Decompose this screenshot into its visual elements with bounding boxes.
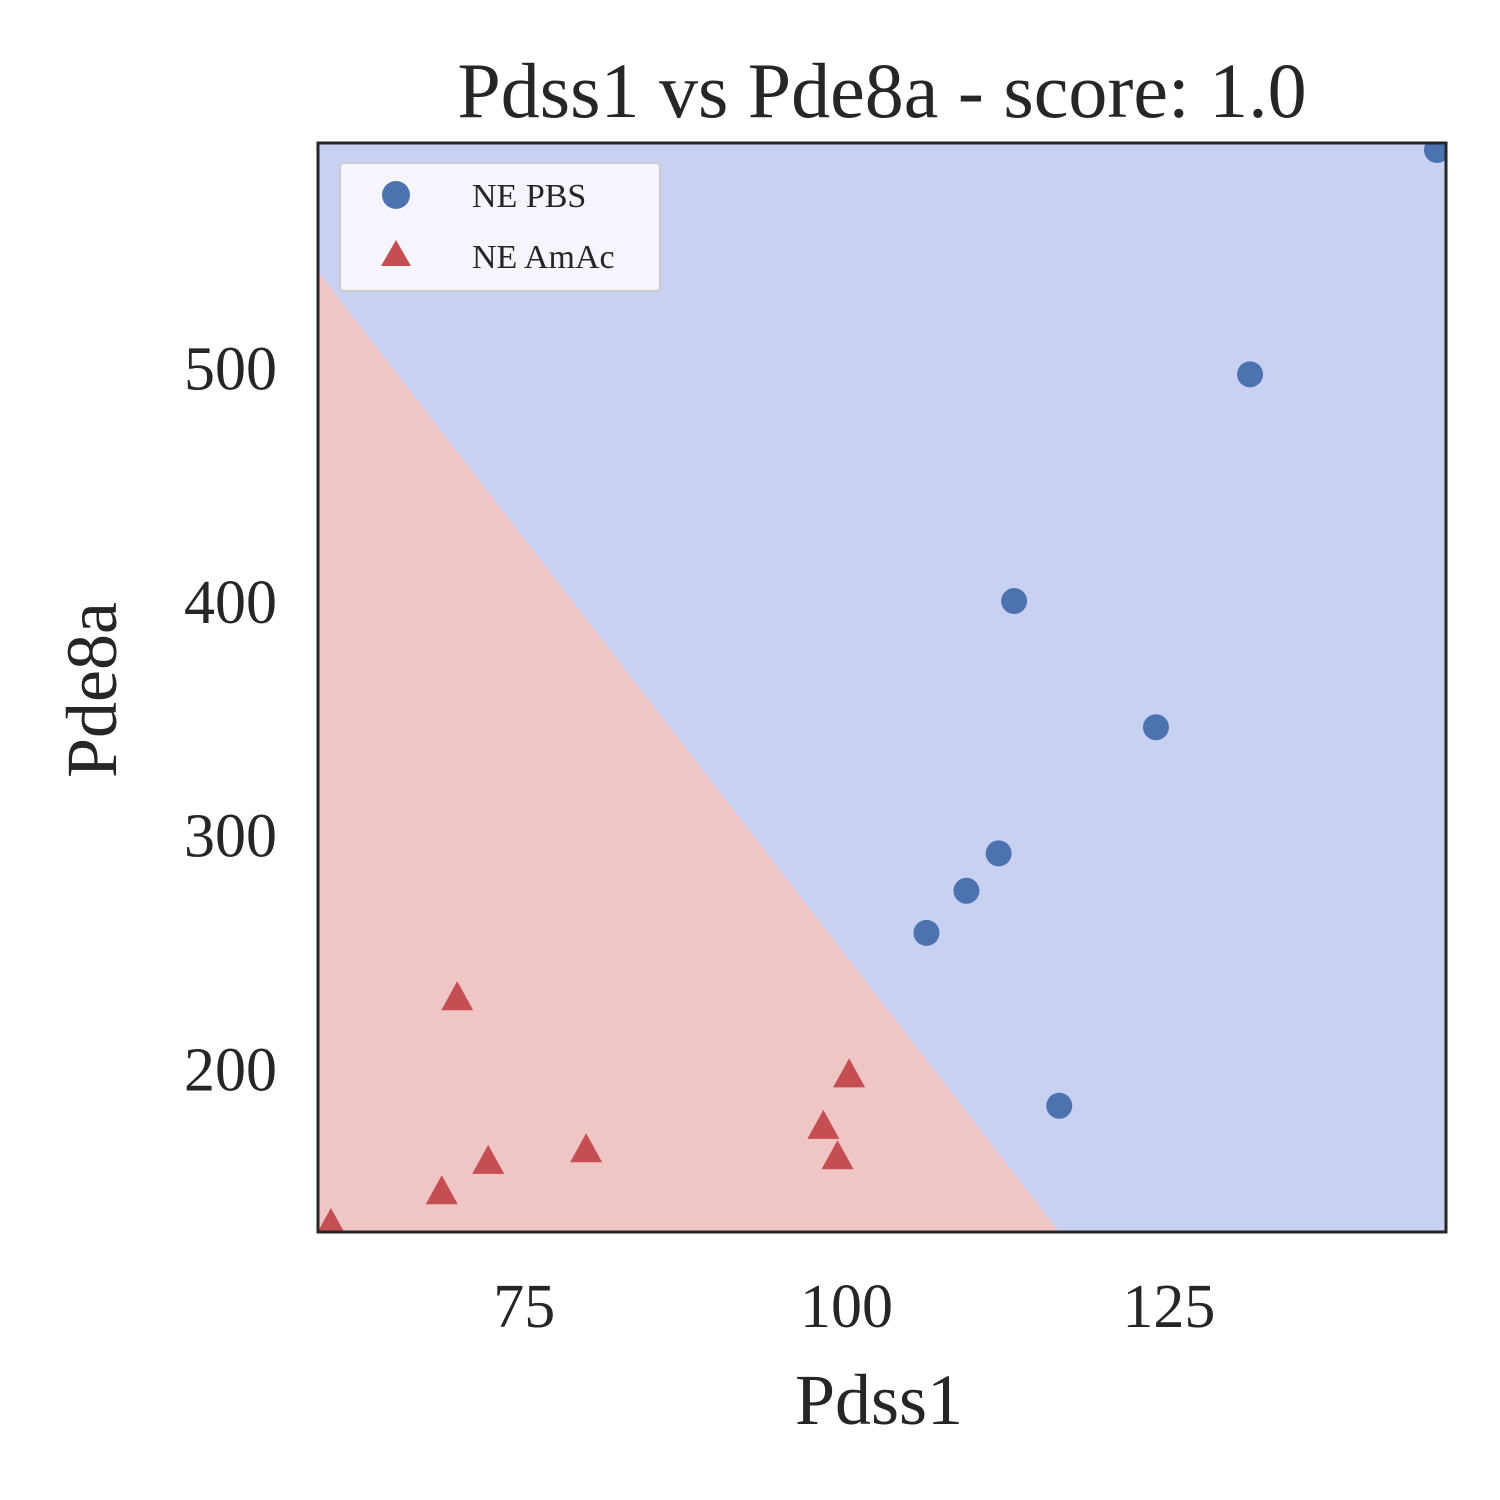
ne-amac-point-3: [472, 1144, 505, 1174]
data-points: [318, 143, 1446, 1232]
legend-label-ne-amac: NE AmAc: [472, 239, 615, 276]
plot-area: [318, 143, 1446, 1232]
ne-pbs-point-0: [913, 919, 940, 946]
ne-pbs-point-6: [1237, 361, 1264, 388]
ne-pbs-point-3: [1001, 588, 1028, 615]
x-tick-label-0: 75: [493, 1273, 555, 1341]
legend: NE PBS NE AmAc: [339, 162, 661, 292]
y-axis-ticks: 200 300 400 500: [184, 335, 277, 1104]
legend-marker-triangle: [381, 240, 411, 266]
ne-amac-point-0: [318, 1207, 345, 1232]
y-tick-label-3: 500: [184, 335, 277, 403]
y-tick-label-1: 300: [184, 803, 277, 871]
legend-marker-circle: [382, 181, 410, 209]
ne-pbs-point-7: [1423, 143, 1446, 164]
ne-amac-point-5: [807, 1109, 840, 1139]
ne-amac-point-6: [821, 1140, 854, 1170]
legend-box: [339, 162, 661, 292]
ne-amac-point-4: [570, 1133, 603, 1163]
x-axis-label: Pdss1: [795, 1360, 963, 1440]
x-axis-ticks: 75 100 125: [493, 1273, 1215, 1341]
y-tick-label-2: 400: [184, 569, 277, 637]
plot-frame: [316, 141, 1448, 1234]
ne-pbs-point-2: [985, 840, 1012, 867]
ne-pbs-point-4: [1046, 1092, 1073, 1119]
x-tick-label-2: 125: [1122, 1273, 1215, 1341]
y-tick-label-0: 200: [184, 1036, 277, 1104]
ne-amac-point-2: [441, 981, 474, 1011]
ne-pbs-point-1: [953, 877, 980, 904]
ne-amac-point-7: [833, 1058, 866, 1088]
decision-region-lower: [318, 271, 1060, 1232]
ne-pbs-point-5: [1142, 714, 1169, 741]
ne-amac-point-1: [425, 1175, 458, 1205]
legend-label-ne-pbs: NE PBS: [472, 178, 586, 215]
chart-title: Pdss1 vs Pde8a - score: 1.0: [457, 47, 1306, 134]
x-tick-label-1: 100: [800, 1273, 893, 1341]
y-axis-label: Pde8a: [52, 602, 132, 778]
